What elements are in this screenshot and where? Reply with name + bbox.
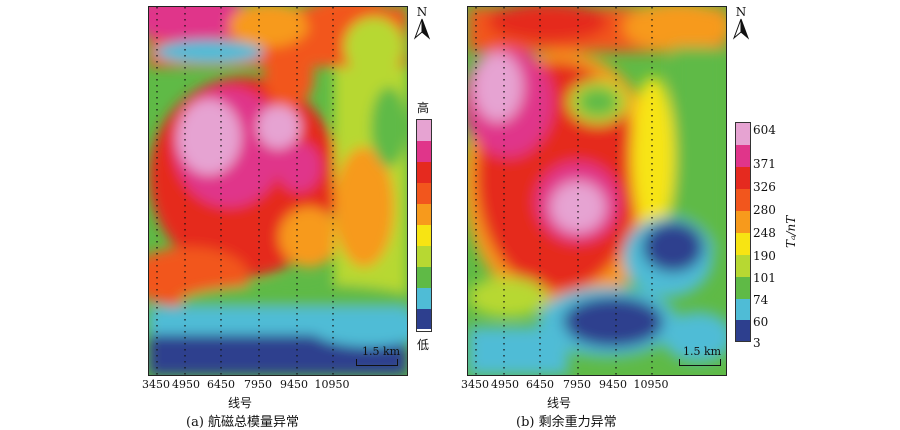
panel-b-caption: (b) 剩余重力异常 (516, 415, 617, 430)
x-tick-9450: 9450 (280, 378, 308, 391)
x-tick-4950: 4950 (172, 378, 200, 391)
x-tick-9450: 9450 (599, 378, 627, 391)
scale-bar: 1.5 km (354, 345, 400, 371)
gravity-anomaly-map (467, 6, 727, 376)
panel-a-caption: (a) 航磁总模量异常 (186, 415, 300, 430)
scale-bar: 1.5 km (677, 345, 723, 371)
x-tick-6450: 6450 (526, 378, 554, 391)
scale-bar-label: 1.5 km (362, 345, 401, 358)
x-tick-3450: 3450 (461, 378, 489, 391)
magnetic-anomaly-raster (149, 7, 407, 375)
legend-unit-label: Tₐ/nT (784, 215, 798, 248)
legend-value-60: 60 (753, 315, 769, 329)
x-tick-3450: 3450 (142, 378, 170, 391)
survey-lines (475, 7, 653, 375)
legend-value-371: 371 (753, 157, 776, 171)
north-label: N (735, 5, 747, 19)
x-tick-7950: 7950 (244, 378, 272, 391)
x-tick-4950: 4950 (491, 378, 519, 391)
legend-high-label: 高 (417, 101, 430, 115)
north-arrow-icon (732, 18, 750, 40)
gravity-colorbar (735, 122, 751, 342)
x-tick-10950: 10950 (633, 378, 669, 391)
legend-value-3: 3 (753, 336, 761, 350)
legend-value-280: 280 (753, 203, 776, 217)
north-label: N (416, 5, 428, 19)
scale-bar-label: 1.5 km (683, 345, 722, 358)
magnetic-anomaly-map (148, 6, 408, 376)
x-axis-title: 线号 (228, 396, 253, 410)
north-arrow-icon (413, 18, 431, 40)
gravity-anomaly-raster (468, 7, 726, 375)
legend-value-248: 248 (753, 226, 776, 240)
legend-value-74: 74 (753, 293, 769, 307)
north-arrow: N (731, 6, 751, 44)
x-tick-6450: 6450 (207, 378, 235, 391)
north-arrow: N (412, 6, 432, 44)
legend-low-label: 低 (417, 338, 430, 352)
survey-lines (156, 7, 334, 375)
legend-value-190: 190 (753, 249, 776, 263)
legend-value-604: 604 (753, 123, 776, 137)
magnetic-colorbar (416, 119, 432, 332)
x-tick-7950: 7950 (563, 378, 591, 391)
legend-value-326: 326 (753, 180, 776, 194)
x-tick-10950: 10950 (314, 378, 350, 391)
legend-value-101: 101 (753, 271, 776, 285)
x-axis-title: 线号 (547, 396, 572, 410)
